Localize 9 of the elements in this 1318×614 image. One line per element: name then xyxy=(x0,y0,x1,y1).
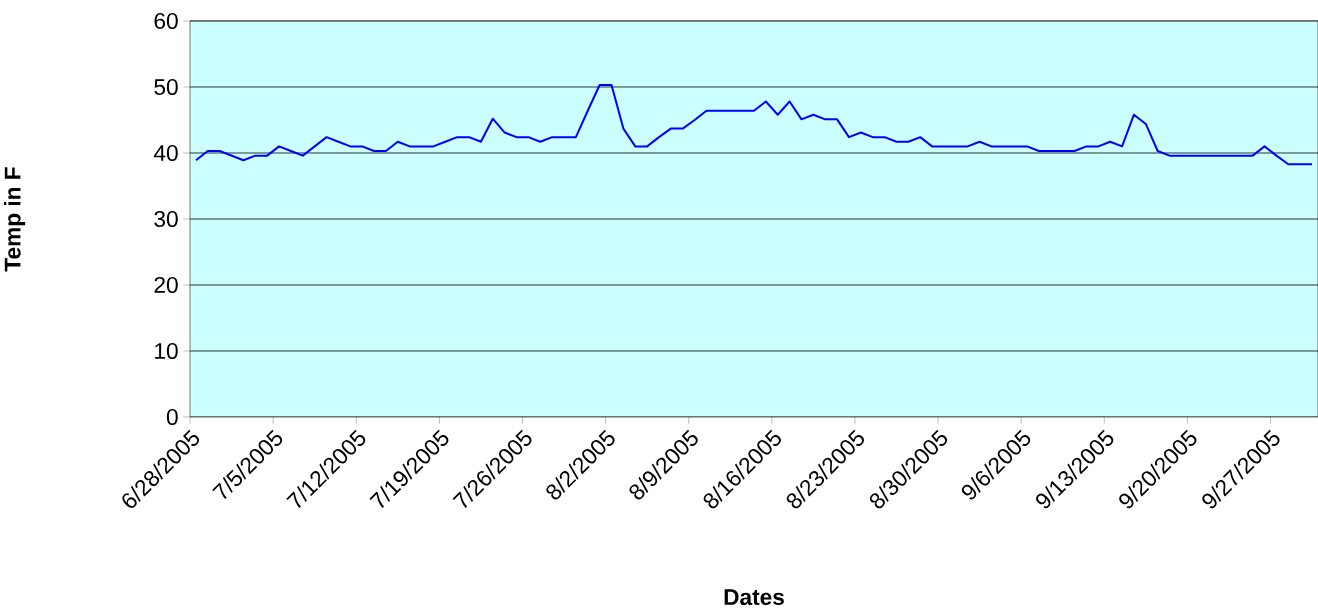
y-tick-label: 60 xyxy=(154,12,178,30)
y-tick-label: 50 xyxy=(154,78,178,96)
y-tick-label: 0 xyxy=(166,408,178,426)
y-tick-label: 10 xyxy=(155,342,178,360)
x-axis-title: Dates xyxy=(724,589,784,606)
y-tick-label: 30 xyxy=(154,210,178,228)
y-tick-label: 40 xyxy=(153,144,178,162)
y-tick-label: 20 xyxy=(154,276,178,294)
y-axis-title: Temp in F xyxy=(4,167,26,272)
